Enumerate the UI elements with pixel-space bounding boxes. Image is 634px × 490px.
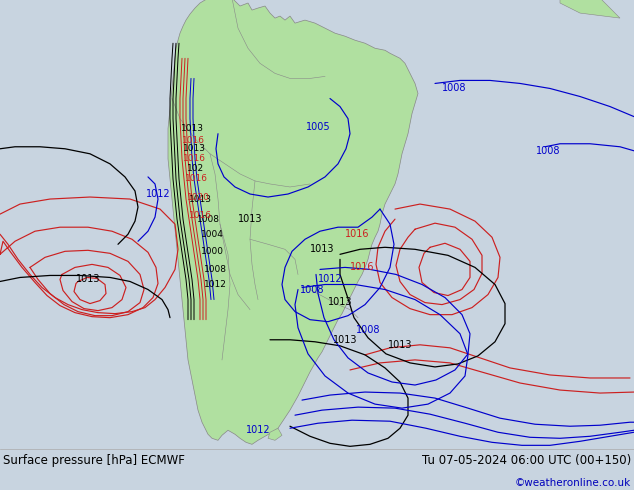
Text: 1008: 1008: [300, 285, 324, 294]
Text: 1008: 1008: [356, 325, 380, 335]
Text: 1012: 1012: [318, 274, 342, 285]
Text: 1008: 1008: [204, 265, 226, 274]
Text: 1008: 1008: [536, 146, 560, 156]
Text: 1016: 1016: [184, 174, 207, 183]
Text: 1005: 1005: [306, 122, 330, 132]
Text: 1013: 1013: [310, 245, 334, 254]
Text: 1013: 1013: [75, 274, 100, 285]
Text: 1016: 1016: [345, 229, 369, 239]
Text: 1012: 1012: [204, 280, 226, 289]
Text: 1013: 1013: [238, 214, 262, 224]
Text: 102: 102: [188, 164, 205, 173]
Text: 1012: 1012: [236, 455, 261, 466]
Text: 1000: 1000: [200, 247, 224, 256]
Polygon shape: [560, 0, 620, 18]
Text: 1004: 1004: [200, 230, 223, 239]
Text: ©weatheronline.co.uk: ©weatheronline.co.uk: [515, 477, 631, 488]
Text: 1013: 1013: [388, 340, 412, 350]
Text: 1013: 1013: [333, 335, 357, 345]
Text: 1012: 1012: [146, 189, 171, 199]
Text: 1012: 1012: [246, 425, 270, 435]
Text: 1013: 1013: [328, 296, 353, 307]
Text: 1008: 1008: [442, 83, 466, 94]
Polygon shape: [268, 428, 282, 441]
Text: 1016: 1016: [181, 136, 205, 145]
Text: 1008: 1008: [197, 215, 219, 223]
Text: 1016: 1016: [183, 154, 205, 163]
Text: Tu 07-05-2024 06:00 UTC (00+150): Tu 07-05-2024 06:00 UTC (00+150): [422, 454, 631, 467]
Text: 1013: 1013: [181, 124, 204, 133]
Text: 1020: 1020: [186, 193, 209, 201]
Text: Surface pressure [hPa] ECMWF: Surface pressure [hPa] ECMWF: [3, 454, 185, 467]
Text: 1013: 1013: [188, 195, 212, 203]
Text: 1016: 1016: [350, 263, 374, 272]
Polygon shape: [168, 0, 418, 444]
Text: 1016: 1016: [188, 211, 212, 220]
Text: 1013: 1013: [183, 144, 205, 153]
